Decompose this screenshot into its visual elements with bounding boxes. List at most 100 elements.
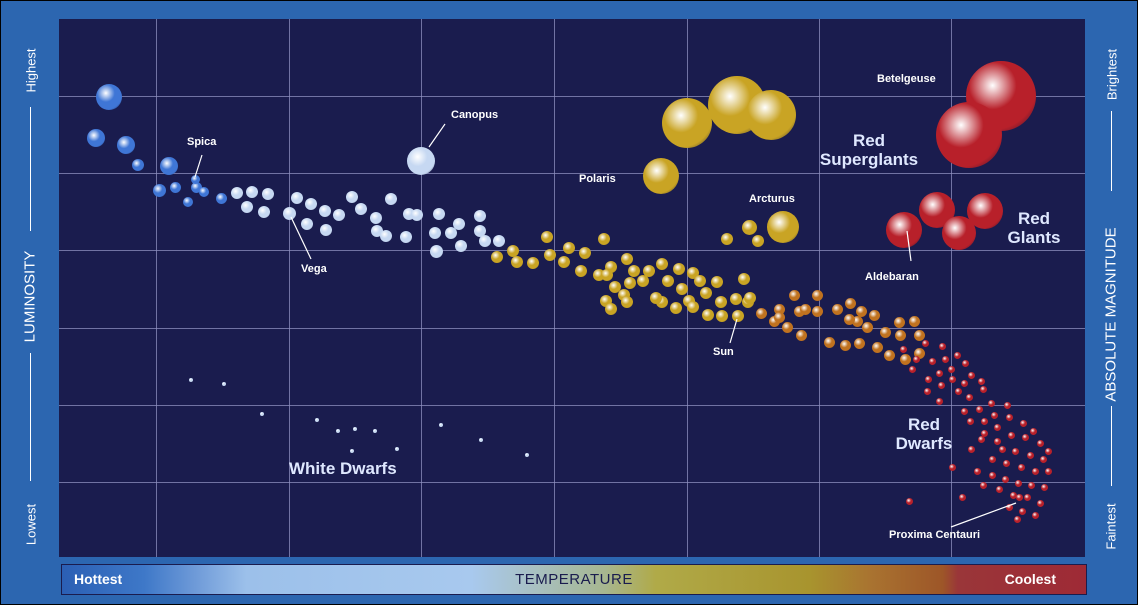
hot-star <box>87 129 105 147</box>
yellow-star <box>687 301 699 313</box>
red-dwarf-star <box>960 407 968 415</box>
red-dwarf-star <box>1007 431 1015 439</box>
gridline <box>59 482 1085 483</box>
orange-star <box>899 353 911 365</box>
yellow-star <box>563 242 575 254</box>
red-dwarfs-line1: Red <box>907 415 941 434</box>
gridline <box>156 19 157 557</box>
hot-star <box>96 84 122 110</box>
red-dwarf-star <box>1014 479 1022 487</box>
yellow-star <box>673 263 685 275</box>
yellow-star <box>744 292 756 304</box>
red-dwarf-star <box>977 435 985 443</box>
hot-star <box>169 181 181 193</box>
white-dwarf-star <box>373 429 377 433</box>
yellow-star <box>541 231 553 243</box>
gridline <box>59 173 1085 174</box>
hot-star <box>160 157 178 175</box>
yellow-star <box>575 265 587 277</box>
white-dwarf-star <box>353 427 357 431</box>
white-star <box>241 201 253 213</box>
orange-star <box>913 347 925 359</box>
red-supergiants-label: Red Superglants <box>804 131 934 169</box>
yellow-star <box>716 310 728 322</box>
yellow-star <box>628 265 640 277</box>
red-supergiants-line1: Red <box>852 131 886 150</box>
arcturus-label: Arcturus <box>749 193 795 205</box>
temperature-bar: Hottest TEMPERATURE Coolest <box>61 564 1087 595</box>
orange-star <box>781 321 793 333</box>
orange-star <box>851 315 863 327</box>
yellow-star <box>650 292 662 304</box>
yellow-star <box>507 245 519 257</box>
yellow-star <box>670 302 682 314</box>
red-dwarf-star <box>979 385 987 393</box>
white-star <box>493 235 505 247</box>
star-field <box>59 19 1085 557</box>
white-dwarf-star <box>222 382 226 386</box>
hot-star <box>132 159 144 171</box>
red-dwarf-star <box>948 463 956 471</box>
hot-star <box>183 197 193 207</box>
vega-star <box>282 206 296 220</box>
red-giants-line2: Glants <box>1007 228 1061 247</box>
red-dwarf-star <box>935 369 943 377</box>
white-star <box>320 224 332 236</box>
red-dwarfs-line2: Dwarfs <box>895 434 953 453</box>
white-star <box>380 230 392 242</box>
gridline <box>59 96 1085 97</box>
red-dwarf-star <box>1005 413 1013 421</box>
yellow-star <box>511 256 523 268</box>
gridline <box>951 19 952 557</box>
white-star <box>231 187 243 199</box>
yellow-star <box>715 296 727 308</box>
yellow-star <box>601 269 613 281</box>
red-dwarf-star <box>979 481 987 489</box>
canopus-star <box>407 147 435 175</box>
red-dwarf-star <box>1001 475 1009 483</box>
orange-star <box>883 349 895 361</box>
red-dwarf-star <box>995 485 1003 493</box>
red-dwarf-star <box>1031 467 1039 475</box>
red-dwarf-star <box>1039 455 1047 463</box>
red-dwarf-star <box>1036 439 1044 447</box>
red-giants-line1: Red <box>1017 209 1051 228</box>
hot-star <box>199 187 209 197</box>
white-star <box>429 244 443 258</box>
magnitude-line-bottom <box>1111 406 1112 486</box>
gridline <box>554 19 555 557</box>
red-dwarf-star <box>993 437 1001 445</box>
orange-star <box>823 336 835 348</box>
yellow-star <box>491 251 503 263</box>
orange-star <box>894 329 906 341</box>
red-dwarf-star <box>923 387 931 395</box>
white-star <box>246 186 258 198</box>
gridline <box>819 19 820 557</box>
red-dwarf-star <box>1011 447 1019 455</box>
polaris-star <box>643 158 679 194</box>
luminosity-line-bottom <box>30 353 31 481</box>
orange-star <box>839 339 851 351</box>
spica-label: Spica <box>187 136 217 148</box>
white-dwarf-star <box>395 447 399 451</box>
yellow-star <box>579 247 591 259</box>
white-star <box>411 209 423 221</box>
orange-star <box>879 326 891 338</box>
magnitude-axis-title: ABSOLUTE MAGNITUDE <box>1102 227 1120 402</box>
red-dwarf-star <box>1044 447 1052 455</box>
red-dwarf-star <box>954 387 962 395</box>
red-dwarf-star <box>1040 483 1048 491</box>
red-dwarf-star <box>967 371 975 379</box>
white-star <box>474 210 486 222</box>
temperature-title: TEMPERATURE <box>515 571 633 588</box>
red-dwarf-star <box>980 429 988 437</box>
orange-star <box>868 309 880 321</box>
red-dwarf-star <box>1029 427 1037 435</box>
red-dwarf-star <box>953 351 961 359</box>
white-star <box>262 188 274 200</box>
white-dwarf-star <box>336 429 340 433</box>
spica-star <box>190 174 200 184</box>
red-dwarf-star <box>1015 493 1023 501</box>
temperature-hottest-label: Hottest <box>74 571 123 587</box>
yellow-giant <box>746 90 796 140</box>
